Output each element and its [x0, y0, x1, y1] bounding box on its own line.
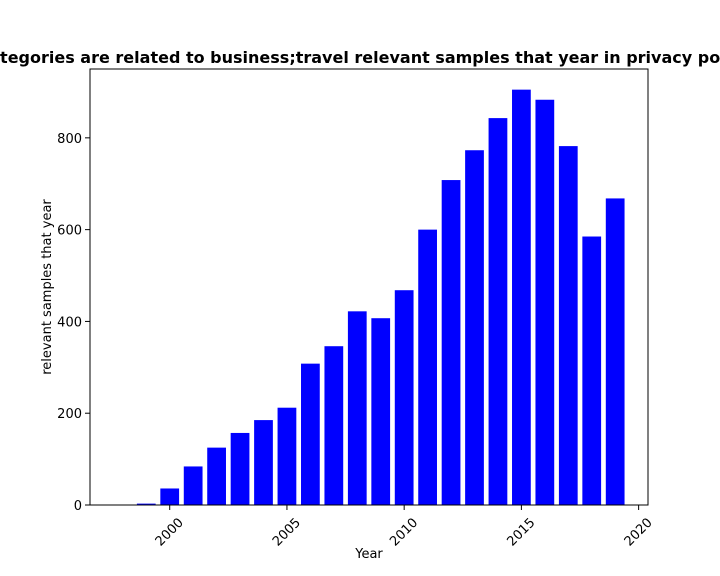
bar-2012 — [441, 180, 461, 506]
y-axis-label: relevant samples that year — [40, 199, 55, 375]
x-axis-ticks: 2000 2005 2010 2015 2020 — [153, 505, 656, 549]
bar-2000 — [160, 488, 180, 505]
bar-2014 — [488, 118, 508, 506]
bar-2013 — [465, 150, 484, 505]
x-tick-label: 2010 — [387, 515, 421, 549]
x-tick-label: 2020 — [622, 515, 656, 549]
bar-2009 — [371, 318, 391, 505]
y-axis-ticks: 0 200 400 600 800 — [57, 132, 90, 514]
bar-2005 — [277, 407, 297, 505]
x-tick-label: 2015 — [504, 515, 538, 549]
bar-2015 — [512, 89, 531, 505]
bar-2007 — [324, 346, 344, 505]
bar-2006 — [301, 363, 320, 505]
chart-title: Categories are related to business;trave… — [0, 48, 720, 67]
bars — [136, 89, 625, 506]
x-axis-label: Year — [354, 547, 383, 562]
x-tick-label: 2000 — [153, 515, 187, 549]
y-tick-label: 800 — [57, 132, 82, 147]
bar-2008 — [347, 311, 367, 505]
bar-1999 — [136, 503, 156, 505]
bar-2003 — [230, 432, 250, 505]
x-tick-label: 2005 — [270, 515, 304, 549]
plot-frame — [89, 68, 649, 506]
bar-2016 — [535, 99, 555, 505]
y-tick-label: 600 — [57, 224, 82, 239]
y-tick-label: 400 — [57, 315, 82, 330]
bar-2010 — [394, 290, 414, 505]
y-tick-label: 200 — [57, 407, 82, 422]
bar-2017 — [558, 146, 578, 506]
bar-2001 — [183, 466, 203, 505]
bar-2011 — [418, 229, 437, 505]
y-tick-label: 0 — [74, 499, 82, 514]
bar-2004 — [254, 420, 273, 505]
bar-2002 — [207, 447, 226, 505]
bar-2018 — [582, 236, 602, 505]
bar-2019 — [605, 198, 625, 505]
